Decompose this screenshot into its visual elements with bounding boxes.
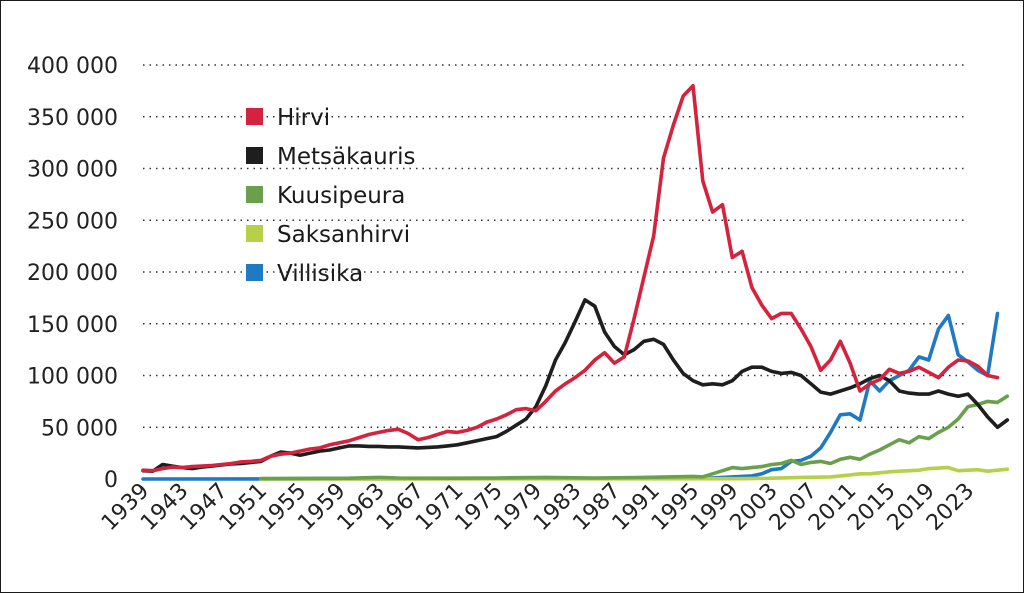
y-tick-label: 350 000 — [27, 106, 118, 131]
legend-swatch — [246, 108, 263, 125]
series-line-kuusipeura — [259, 394, 1010, 481]
y-tick-label: 250 000 — [27, 209, 118, 234]
legend: Hirvi Metsäkauris Kuusipeura Saksanhirvi Vil… — [246, 105, 416, 287]
y-tick-label: 400 000 — [27, 54, 118, 79]
y-tick-label: 200 000 — [27, 261, 118, 286]
series-line-hirvi — [141, 83, 1000, 473]
legend-swatch — [246, 186, 263, 203]
series-line-villisika — [141, 311, 1000, 481]
series-line-metsäkauris — [141, 298, 1010, 474]
series-line-saksanhirvi — [259, 465, 1010, 481]
series-lines — [141, 83, 1010, 481]
legend-label: Metsäkauris — [277, 144, 416, 170]
y-tick-label: 100 000 — [27, 365, 118, 390]
x-axis-ticks: 1939194319471951195519591963196719711975… — [97, 479, 979, 536]
y-tick-label: 300 000 — [27, 158, 118, 183]
y-tick-label: 0 — [104, 468, 118, 493]
legend-label: Hirvi — [277, 105, 330, 131]
legend-label: Kuusipeura — [277, 183, 405, 209]
y-tick-label: 150 000 — [27, 313, 118, 338]
y-axis-ticks: 0 50 000 100 000 150 000 200 000 250 000 300 0… — [27, 54, 118, 493]
legend-swatch — [246, 264, 263, 281]
legend-label: Saksanhirvi — [277, 222, 410, 248]
y-tick-label: 50 000 — [41, 416, 118, 441]
legend-swatch — [246, 225, 263, 242]
legend-swatch — [246, 147, 263, 164]
legend-label: Villisika — [277, 261, 363, 287]
grid-lines — [143, 64, 968, 428]
